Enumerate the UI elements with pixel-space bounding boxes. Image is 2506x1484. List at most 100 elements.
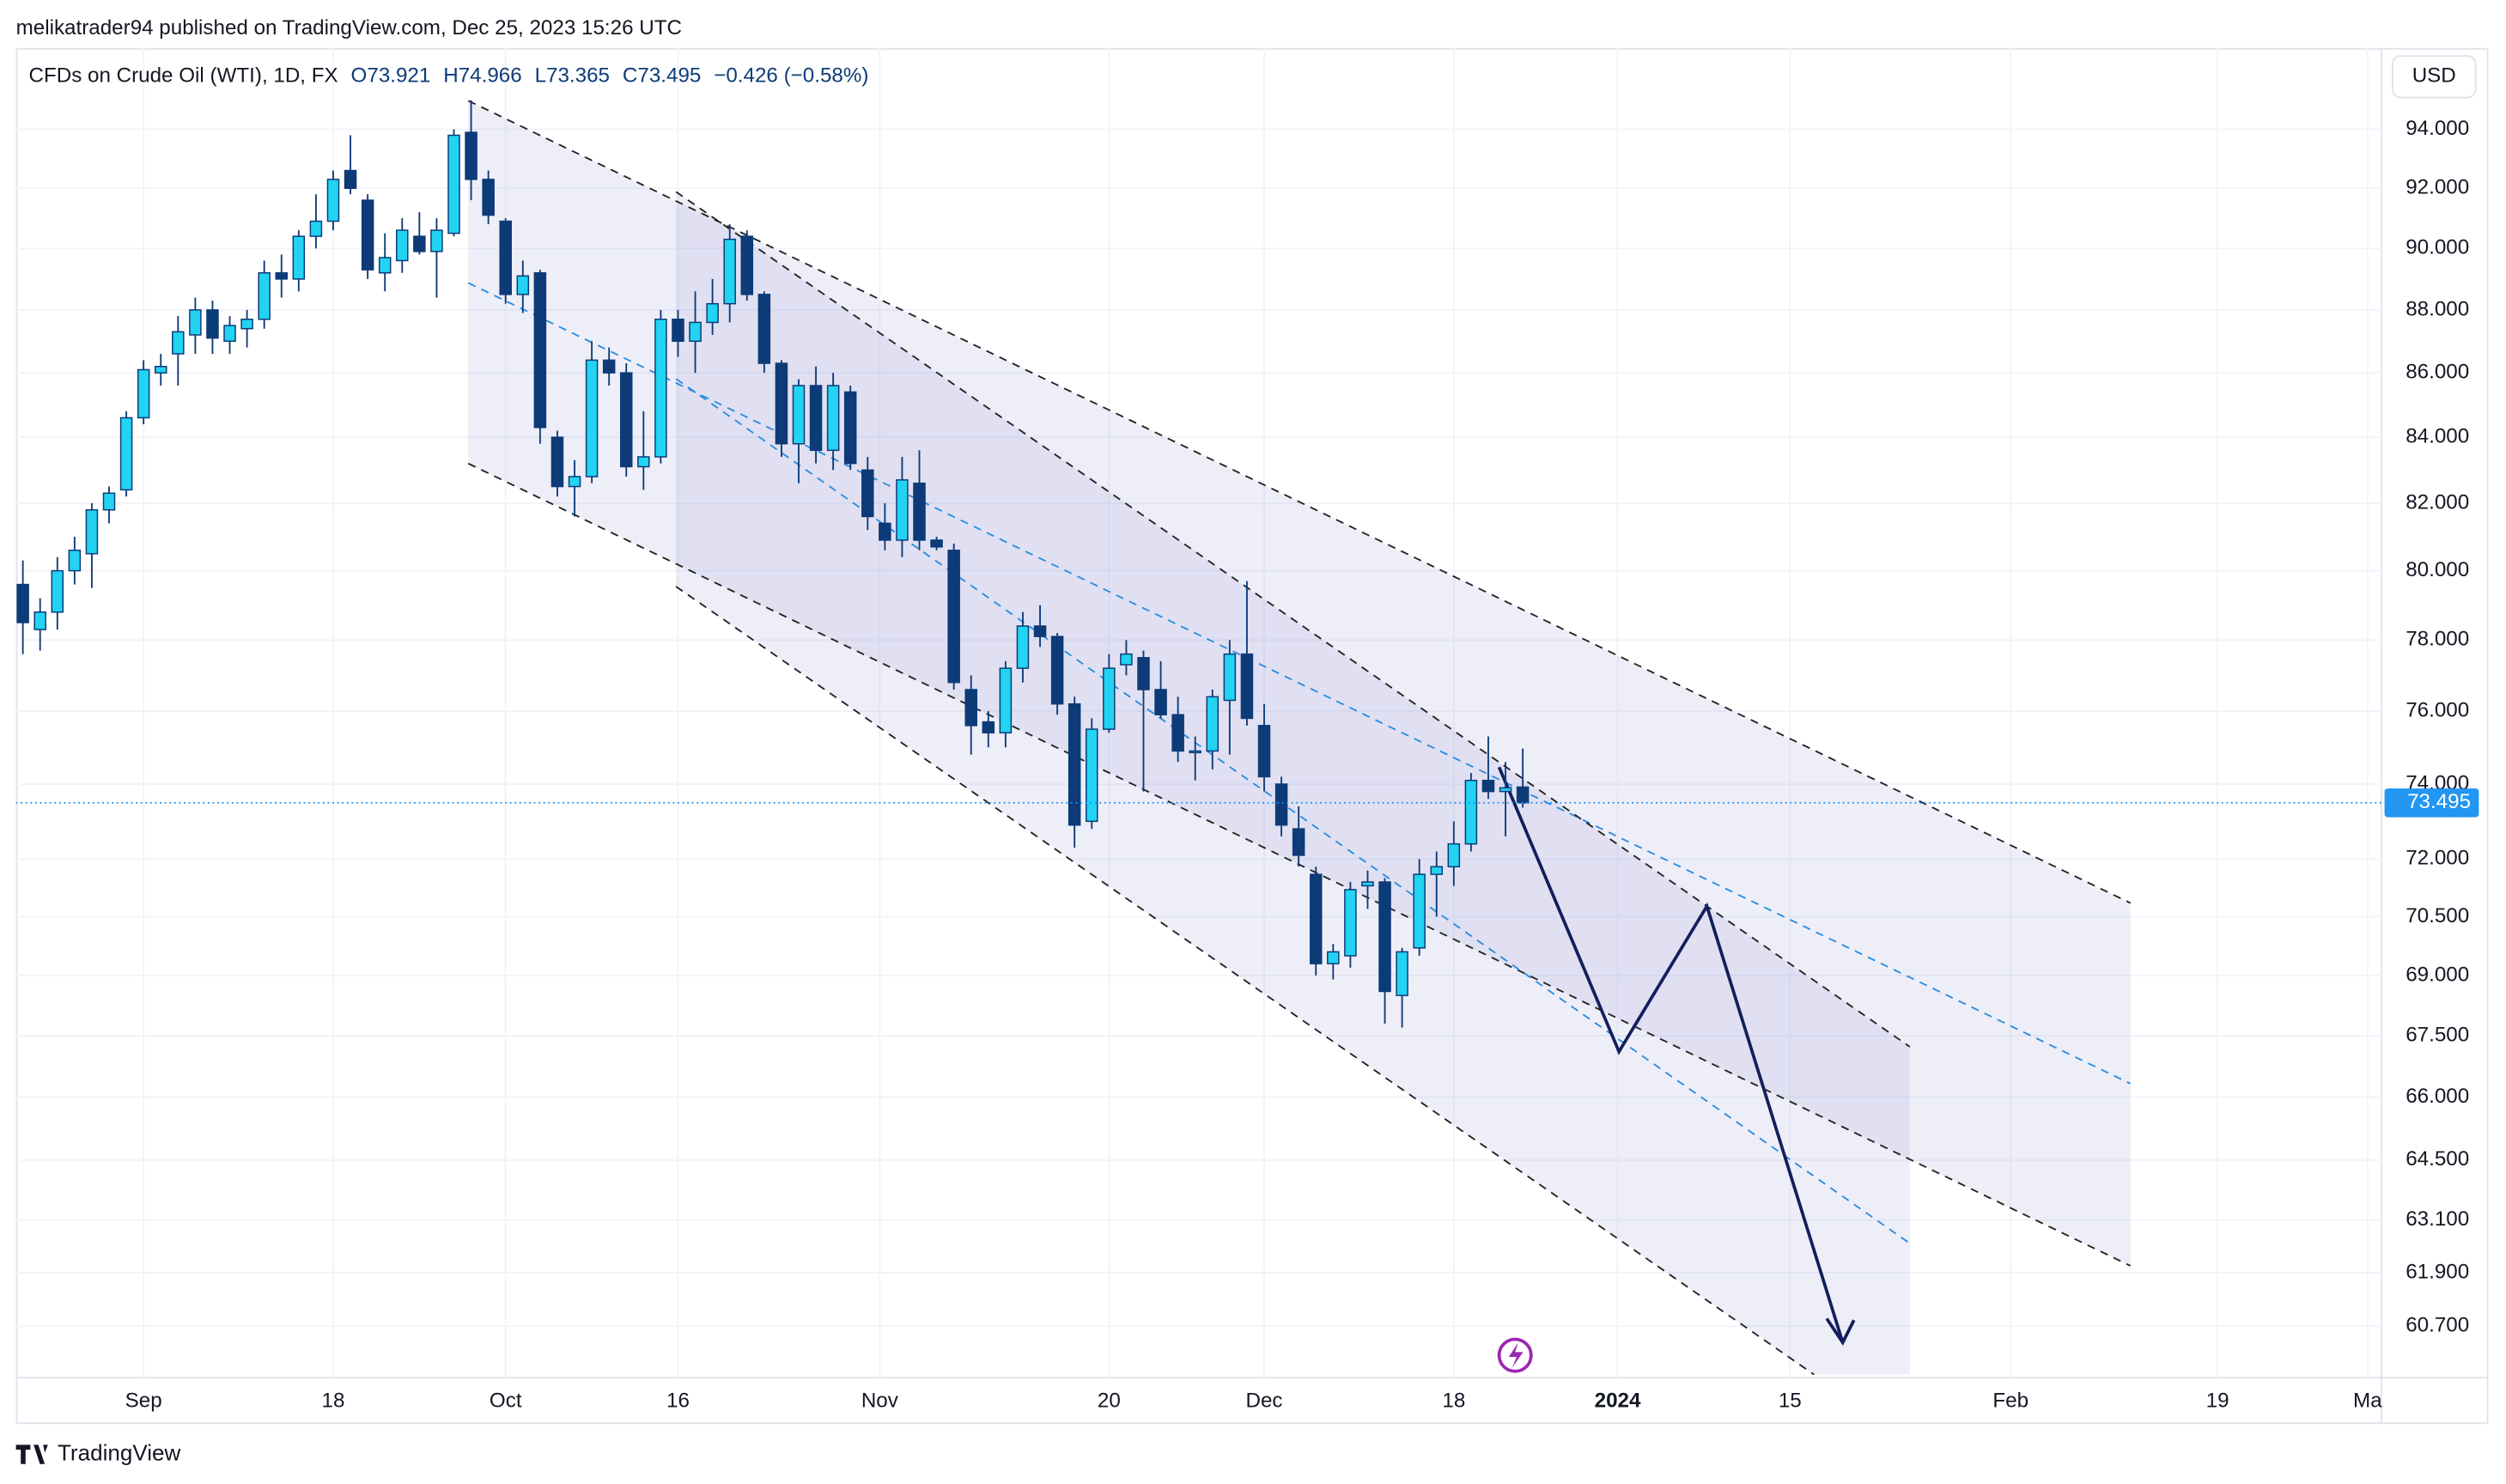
candle-body — [1120, 653, 1133, 666]
candle-body — [826, 385, 840, 452]
candle-body — [326, 179, 340, 222]
event-icon[interactable] — [1497, 1337, 1533, 1373]
candle-body — [154, 366, 167, 374]
event-icon-bolt — [1508, 1342, 1524, 1369]
candle-body — [723, 238, 736, 305]
candle-body — [1189, 750, 1201, 754]
y-tick-label: 88.000 — [2406, 297, 2469, 320]
candle-body — [1206, 696, 1220, 752]
candle-body — [637, 456, 650, 468]
candle-body — [51, 569, 64, 613]
candle-body — [1516, 786, 1530, 804]
candle-body — [533, 271, 547, 429]
candle-body — [1464, 779, 1478, 845]
y-tick-label: 82.000 — [2406, 490, 2469, 514]
candle-body — [999, 667, 1013, 734]
candle-body — [447, 134, 460, 234]
x-tick-label: 16 — [666, 1390, 690, 1413]
candle-body — [913, 482, 926, 541]
candle-body — [516, 275, 530, 295]
y-tick-label: 69.000 — [2406, 963, 2469, 986]
y-tick-label: 92.000 — [2406, 176, 2469, 199]
candle-body — [1067, 702, 1081, 826]
candle-body — [68, 550, 82, 572]
candle-body — [344, 169, 357, 189]
candle-body — [499, 220, 512, 295]
candle-body — [740, 235, 754, 295]
candles — [16, 100, 1530, 1028]
candle-body — [550, 436, 564, 488]
candle-body — [137, 368, 150, 419]
candle-body — [396, 229, 409, 262]
currency-button[interactable] — [2391, 55, 2477, 99]
candle-body — [619, 372, 633, 468]
candle-body — [861, 469, 874, 518]
y-tick-label: 72.000 — [2406, 847, 2469, 870]
candle-body — [879, 522, 891, 541]
published-line: melikatrader94 published on TradingView.… — [16, 16, 682, 40]
channel-midline — [467, 282, 2132, 1085]
candle-body — [309, 220, 323, 237]
candle-body — [896, 479, 909, 541]
currency[interactable]: USD — [2412, 64, 2456, 88]
y-tick-label: 80.000 — [2406, 558, 2469, 581]
brand-name: TradingView — [58, 1439, 181, 1465]
candle-body — [240, 319, 253, 330]
candle-body — [947, 550, 960, 684]
candle-body — [1086, 728, 1098, 823]
brand-logo — [15, 1444, 48, 1464]
ohlc-low: L73.365 — [535, 64, 610, 88]
y-tick-label: 64.500 — [2406, 1147, 2469, 1171]
drawings — [467, 100, 2132, 1376]
candle-body — [378, 257, 392, 274]
candle-body — [1309, 873, 1323, 964]
candle-body — [1378, 881, 1391, 993]
grid — [15, 47, 2381, 1378]
y-tick-label: 90.000 — [2406, 236, 2469, 259]
y-tick-label: 66.000 — [2406, 1085, 2469, 1108]
x-tick-label: Dec — [1246, 1390, 1283, 1413]
candle-body — [292, 235, 306, 280]
candle-body — [1137, 657, 1150, 690]
candle-body — [809, 385, 823, 452]
last-price-badge — [2384, 788, 2479, 818]
candle-body — [689, 321, 702, 343]
ohlc-open: O73.921 — [351, 64, 431, 88]
candle-body — [775, 362, 788, 445]
x-tick-label: Oct — [490, 1390, 522, 1413]
candle-body — [413, 235, 426, 252]
candle-body — [1344, 889, 1357, 957]
channel-line — [467, 100, 2132, 904]
candle-body — [275, 271, 289, 280]
candle-body — [1274, 783, 1288, 826]
symbol-title: CFDs on Crude Oil (WTI), 1D, FX — [28, 64, 338, 88]
candle-body — [258, 271, 271, 320]
chart-frame — [15, 47, 2489, 1425]
y-tick-label: 63.100 — [2406, 1207, 2469, 1231]
candle-body — [33, 611, 46, 630]
candle-body — [119, 417, 133, 491]
candle-body — [85, 508, 99, 555]
x-tick-label: 15 — [1779, 1390, 1802, 1413]
candle-body — [585, 359, 599, 477]
candle-body — [982, 721, 995, 734]
x-tick-label: Sep — [125, 1390, 162, 1413]
candle-body — [16, 583, 29, 623]
candle-body — [1292, 828, 1305, 856]
y-tick-label: 67.500 — [2406, 1023, 2469, 1046]
candle-body — [843, 391, 857, 465]
candle-body — [792, 385, 806, 445]
candle-body — [757, 294, 771, 364]
candle-body — [1481, 779, 1495, 793]
y-tick-label: 76.000 — [2406, 698, 2469, 721]
candle-body — [1361, 881, 1374, 887]
candle-body — [1223, 653, 1237, 702]
ohlc-high: H74.966 — [443, 64, 521, 88]
x-tick-label: Nov — [861, 1390, 899, 1413]
candle-body — [1430, 866, 1444, 875]
axes: 94.000 92.000 90.000 88.000 86.000 84.000 82.0… — [15, 117, 2479, 1413]
candle-body — [189, 309, 202, 336]
x-tick-label: Feb — [1992, 1390, 2029, 1413]
candle-body — [654, 319, 667, 458]
candle-body — [482, 179, 495, 216]
